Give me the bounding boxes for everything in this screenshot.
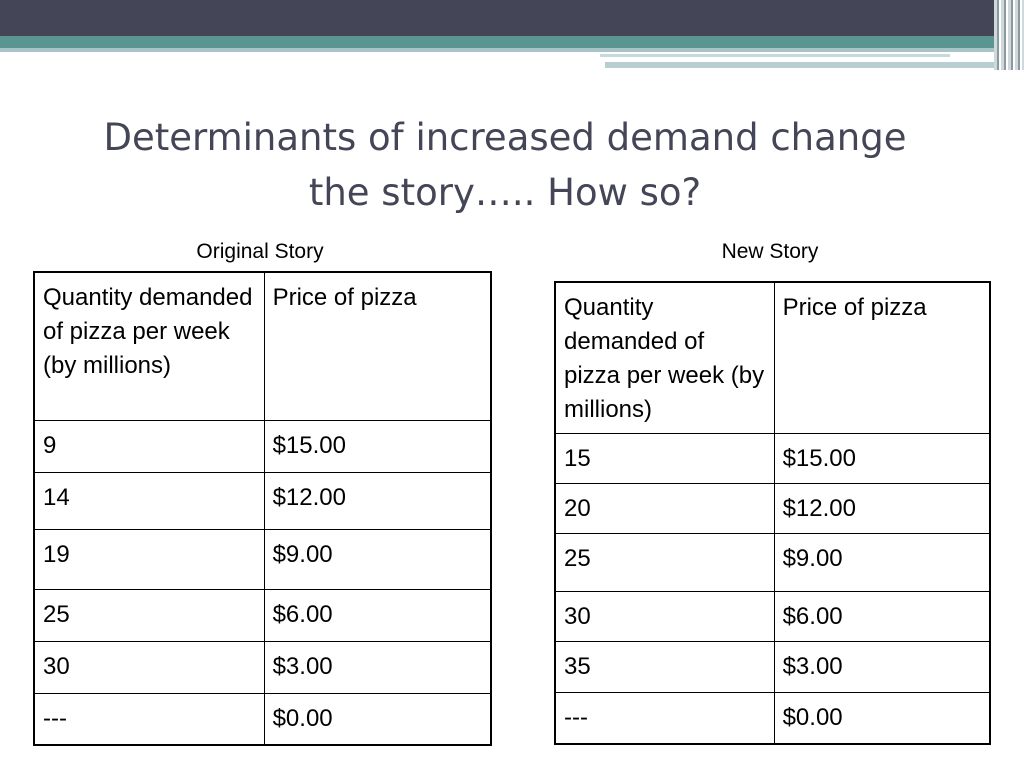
new-story-caption: New Story: [721, 240, 819, 263]
price-cell: $9.00: [773, 533, 991, 592]
header-accent-line: [605, 62, 1005, 68]
quantity-cell: 25: [554, 533, 775, 592]
price-cell: $6.00: [773, 591, 991, 642]
original-story-caption: Original Story: [196, 240, 324, 263]
header-stripes-decoration: [994, 0, 1024, 70]
slide-title: Determinants of increased demand change …: [40, 110, 970, 220]
quantity-cell: 9: [33, 419, 265, 473]
original-story-table: Quantity demanded of pizza per week (by …: [33, 271, 492, 746]
table-row: --- $0.00: [33, 692, 492, 746]
quantity-cell: 14: [33, 471, 265, 530]
price-cell: $3.00: [263, 640, 492, 694]
header-cell-price: Price of pizza: [773, 281, 991, 434]
table-row: 30 $3.00: [33, 640, 492, 694]
table-header-row: Quantity demanded of pizza per week (by …: [554, 281, 991, 434]
price-cell: $0.00: [263, 692, 492, 746]
header-cell-price: Price of pizza: [263, 271, 492, 421]
quantity-cell: 20: [554, 483, 775, 534]
price-cell: $15.00: [263, 419, 492, 473]
quantity-cell: 15: [554, 433, 775, 484]
quantity-cell: 19: [33, 528, 265, 590]
header-accent-line: [0, 48, 1000, 52]
table-row: 25 $9.00: [554, 533, 991, 592]
quantity-cell: ---: [33, 692, 265, 746]
header-banner: [0, 0, 1024, 36]
table-row: 30 $6.00: [554, 591, 991, 642]
quantity-cell: 30: [554, 591, 775, 642]
quantity-cell: 30: [33, 640, 265, 694]
quantity-cell: 25: [33, 588, 265, 642]
slide-title-line-2: the story….. How so?: [308, 171, 702, 214]
header-accent-band: [0, 36, 1024, 48]
table-header-row: Quantity demanded of pizza per week (by …: [33, 271, 492, 421]
table-row: 15 $15.00: [554, 433, 991, 484]
quantity-cell: 35: [554, 641, 775, 693]
table-row: 35 $3.00: [554, 641, 991, 693]
new-story-table: Quantity demanded of pizza per week (by …: [554, 281, 991, 745]
price-cell: $9.00: [263, 528, 492, 590]
price-cell: $15.00: [773, 433, 991, 484]
table-row: 9 $15.00: [33, 419, 492, 473]
header-cell-quantity: Quantity demanded of pizza per week (by …: [554, 281, 775, 434]
table-row: 25 $6.00: [33, 588, 492, 642]
header-accent-line: [600, 54, 950, 57]
price-cell: $0.00: [773, 692, 991, 744]
quantity-cell: ---: [554, 692, 775, 744]
table-row: 19 $9.00: [33, 528, 492, 590]
price-cell: $6.00: [263, 588, 492, 642]
price-cell: $12.00: [263, 471, 492, 530]
price-cell: $12.00: [773, 483, 991, 534]
table-row: --- $0.00: [554, 692, 991, 744]
table-row: 14 $12.00: [33, 471, 492, 530]
header-cell-quantity: Quantity demanded of pizza per week (by …: [33, 271, 265, 421]
table-row: 20 $12.00: [554, 483, 991, 534]
price-cell: $3.00: [773, 641, 991, 693]
slide-title-line-1: Determinants of increased demand change: [103, 116, 907, 159]
